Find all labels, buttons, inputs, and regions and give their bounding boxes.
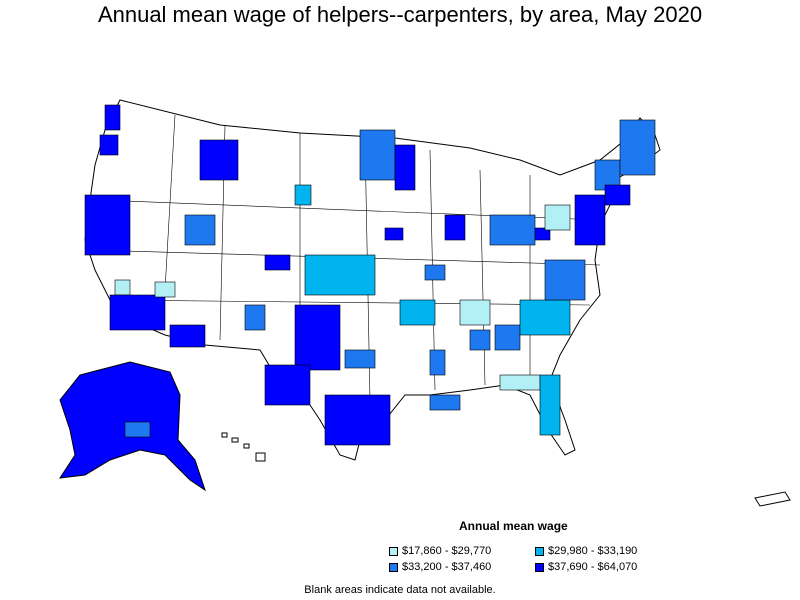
map-title: Annual mean wage of helpers--carpenters,… [97,2,703,27]
legend-label-2: $29,980 - $33,190 [548,545,638,557]
legend-label-1: $17,860 - $29,770 [402,545,492,557]
legend-swatch-2 [535,546,544,556]
footnote: Blank areas indicate data not available. [304,584,496,596]
legend-item-2: $29,980 - $33,190 [535,545,637,557]
puerto-rico-outline [754,491,791,507]
legend-label-4: $37,690 - $64,070 [548,561,638,573]
wage-areas [84,104,656,446]
legend-item-3: $33,200 - $37,460 [389,561,491,573]
legend-item-4: $37,690 - $64,070 [535,561,637,573]
legend-swatch-4 [535,562,544,572]
legend-swatch-3 [389,562,398,572]
hawaii-islands [221,432,266,462]
legend-swatch-1 [389,546,398,556]
legend-item-1: $17,860 - $29,770 [389,545,491,557]
legend-label-3: $33,200 - $37,460 [402,561,492,573]
legend-title: Annual mean wage [459,519,568,533]
